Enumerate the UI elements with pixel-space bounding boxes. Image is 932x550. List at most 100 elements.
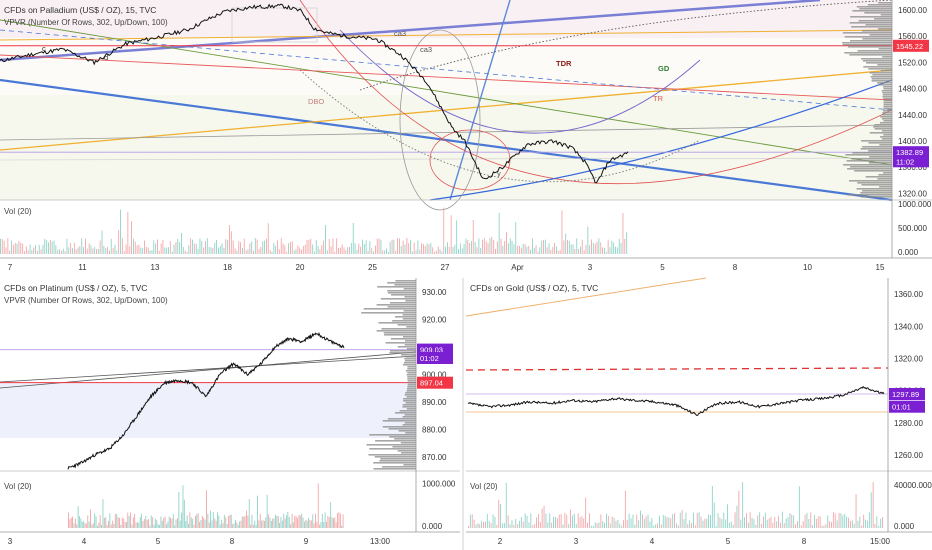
gold-volume-bar-143 <box>738 490 740 528</box>
pal-volume-bar-55 <box>101 230 103 254</box>
pal-volume-bar-85 <box>157 239 158 254</box>
gold-volume-bar-208 <box>861 525 863 528</box>
plat-volume-bar-49 <box>135 522 137 528</box>
pal-vpvr-row-43 <box>883 88 892 90</box>
pal-volume-bar-172 <box>317 245 319 254</box>
plat-vpvr-row-88 <box>374 456 416 458</box>
plat-volume-bar-19 <box>94 513 96 528</box>
plat-volume-bar-136 <box>255 524 257 528</box>
gold-volume-bar-122 <box>698 512 700 528</box>
plat-vpvr-row-86 <box>401 452 416 454</box>
pal-volume-bar-94 <box>173 244 175 254</box>
plat-vpvr-row-15 <box>403 310 416 312</box>
platinum-title: CFDs on Platinum (US$ / OZ), 5, TVC <box>4 283 147 293</box>
gold-volume-bar-8 <box>483 522 484 528</box>
gold-volume-bar-99 <box>655 524 657 528</box>
plat-volume-bar-31 <box>110 524 112 528</box>
gold-volume-bar-147 <box>746 513 747 528</box>
gold-volume-bar-139 <box>730 521 732 528</box>
gold-volume-bar-138 <box>728 522 730 528</box>
pal-vpvr-row-50 <box>883 102 892 104</box>
plat-vpvr-row-30 <box>405 340 416 342</box>
gold-x-tick-5: 15:00 <box>870 537 891 546</box>
pal-volume-bar-137 <box>253 250 254 254</box>
plat-vpvr-row-45 <box>405 370 416 372</box>
pal-volume-bar-139 <box>256 239 258 254</box>
gold-volume-bar-177 <box>802 521 804 528</box>
plat-volume-bar-42 <box>126 521 127 528</box>
gold-volume-bar-26 <box>517 524 519 528</box>
pal-volume-bar-116 <box>214 242 216 254</box>
gold-volume-bar-188 <box>823 525 825 528</box>
pal-volume-bar-45 <box>83 247 84 254</box>
plat-volume-bar-186 <box>324 512 326 528</box>
plat-volume-bar-188 <box>327 515 329 528</box>
gold-volume-bar-23 <box>511 520 513 528</box>
plat-volume-bar-80 <box>178 491 180 528</box>
gold-volume-bar-152 <box>755 524 757 528</box>
pal-vpvr-row-39 <box>871 80 892 82</box>
pal-vpvr-row-80 <box>868 162 892 164</box>
pal-volume-bar-73 <box>134 241 136 254</box>
plat-volume-tick-1: 0.000 <box>422 522 443 531</box>
plat-volume-bar-82 <box>181 512 183 528</box>
gold-volume-bar-83 <box>624 490 626 528</box>
pal-volume-bar-232 <box>428 244 430 254</box>
plat-x-tick-5: 13:00 <box>370 537 391 546</box>
pal-volume-bar-279 <box>515 221 517 254</box>
gold-dashed-resistance <box>465 367 889 371</box>
plat-volume-bar-111 <box>221 519 223 528</box>
plat-volume-bar-139 <box>259 514 261 528</box>
pal-volume-bar-256 <box>472 220 474 254</box>
gold-price-line <box>467 385 885 416</box>
pal-volume-bar-301 <box>556 246 557 254</box>
gold-volume-bar-63 <box>587 522 588 528</box>
gold-volume-bar-21 <box>507 515 509 528</box>
pal-volume-bar-157 <box>290 241 291 254</box>
plat-vpvr-row-3 <box>377 286 416 288</box>
pal-volume-bar-52 <box>96 249 97 254</box>
plat-volume-bar-63 <box>154 518 156 528</box>
pal-vpvr-row-36 <box>872 74 892 76</box>
pal-volume-bar-312 <box>576 238 578 254</box>
pal-x-tick-2: 13 <box>151 263 160 272</box>
plat-vpvr-row-80 <box>375 440 416 442</box>
pal-volume-bar-185 <box>341 244 343 254</box>
pal-volume-bar-322 <box>594 243 596 254</box>
pal-volume-bar-170 <box>314 251 315 254</box>
plat-volume-bar-76 <box>172 513 174 528</box>
gold-volume-bar-115 <box>685 512 687 528</box>
plat-volume-bar-189 <box>328 517 330 528</box>
pal-vpvr-row-67 <box>880 136 892 138</box>
plat-vpvr-row-55 <box>406 390 416 392</box>
pal-vpvr-row-6 <box>880 14 892 16</box>
pal-vpvr-row-52 <box>883 106 892 108</box>
plat-vpvr-row-94 <box>373 468 416 470</box>
pal-vpvr-row-74 <box>868 150 892 152</box>
pal-x-tick-12: 15 <box>876 263 885 272</box>
gold-volume-bar-49 <box>560 513 562 528</box>
pal-volume-bar-299 <box>552 247 554 254</box>
pal-volume-bar-257 <box>474 242 476 254</box>
gold-volume-bar-6 <box>479 524 481 528</box>
pal-volume-bar-271 <box>500 238 502 254</box>
plat-volume-bar-166 <box>297 517 298 528</box>
pal-volume-bar-159 <box>293 250 295 254</box>
gold-volume-bar-59 <box>579 517 581 528</box>
annotation-d: d <box>104 53 108 62</box>
gold-volume-bar-96 <box>649 521 651 528</box>
pal-volume-bar-26 <box>48 242 49 254</box>
gold-plot-bg <box>466 278 888 471</box>
pal-volume-bar-34 <box>62 248 64 254</box>
plat-volume-bar-22 <box>98 522 100 528</box>
gold-volume-bar-210 <box>865 519 866 528</box>
palladium-volume-ticks: 1000.000 500.000 0.000 <box>898 200 932 257</box>
pal-volume-bar-227 <box>419 249 421 254</box>
annotation-dbo: DBO <box>308 97 324 106</box>
pal-volume-bar-47 <box>86 248 88 254</box>
pal-volume-bar-58 <box>107 247 108 254</box>
plat-volume-bar-123 <box>237 524 239 528</box>
pal-volume-bar-61 <box>112 248 114 254</box>
pal-vpvr-row-86 <box>878 174 892 176</box>
plat-volume-bar-105 <box>212 512 214 528</box>
